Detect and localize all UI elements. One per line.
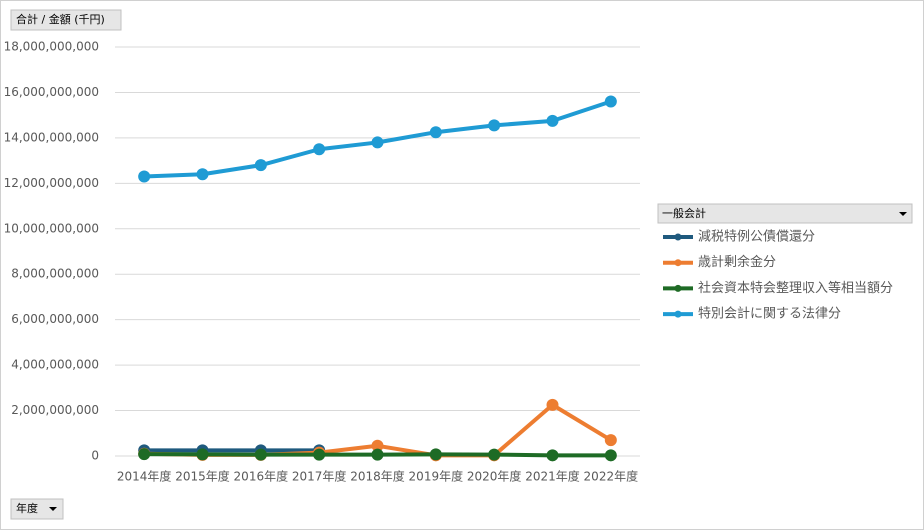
data-point — [604, 95, 617, 108]
data-point — [196, 448, 209, 461]
legend-marker — [674, 310, 682, 318]
data-point — [254, 159, 267, 172]
data-point — [254, 448, 267, 461]
data-point — [546, 114, 559, 127]
legend-field-button[interactable]: 一般会計 — [657, 203, 913, 224]
data-point — [546, 398, 559, 411]
button-label: 合計 / 金額 (千円) — [16, 12, 105, 26]
legend-label: 社会資本特会整理収入等相当額分 — [698, 280, 893, 296]
y-tick-label: 4,000,000,000 — [11, 358, 99, 372]
y-tick-label: 18,000,000,000 — [4, 40, 99, 54]
data-point — [138, 170, 151, 183]
x-tick-label: 2021年度 — [525, 469, 580, 484]
data-point — [138, 448, 151, 461]
y-tick-label: 8,000,000,000 — [11, 267, 99, 281]
x-tick-label: 2022年度 — [584, 469, 639, 484]
data-point — [371, 136, 384, 149]
y-tick-label: 6,000,000,000 — [11, 312, 99, 326]
data-point — [546, 449, 559, 462]
legend-label: 歳計剰余金分 — [698, 254, 776, 270]
y-tick-label: 12,000,000,000 — [4, 176, 99, 190]
legend-marker — [674, 233, 682, 241]
dropdown-arrow — [49, 507, 57, 511]
series — [138, 448, 617, 462]
x-tick-label: 2020年度 — [467, 469, 522, 484]
legend-label: 減税特例公債償還分 — [698, 229, 815, 245]
button-label: 一般会計 — [662, 206, 706, 220]
data-point — [488, 119, 501, 132]
data-point — [313, 143, 326, 156]
series — [138, 95, 617, 183]
button-background — [657, 203, 913, 224]
y-tick-label: 2,000,000,000 — [11, 403, 99, 417]
dropdown-arrow — [899, 212, 907, 216]
value-field-button[interactable]: 合計 / 金額 (千円) — [10, 9, 122, 31]
x-tick-label: 2015年度 — [175, 469, 230, 484]
legend-label: 特別会計に関する法律分 — [698, 306, 841, 322]
axis-field-button[interactable]: 年度 — [10, 498, 64, 520]
data-point — [371, 448, 384, 461]
y-tick-label: 0 — [91, 449, 99, 463]
data-point — [604, 449, 617, 462]
button-background — [10, 498, 64, 520]
data-point — [371, 439, 384, 452]
x-tick-label: 2019年度 — [409, 469, 464, 484]
legend-marker — [674, 259, 682, 267]
x-tick-label: 2014年度 — [117, 469, 172, 484]
data-point — [429, 448, 442, 461]
button-label: 年度 — [16, 501, 38, 515]
x-tick-label: 2018年度 — [350, 469, 405, 484]
data-point — [313, 448, 326, 461]
x-tick-label: 2017年度 — [292, 469, 347, 484]
x-tick-label: 2016年度 — [234, 469, 289, 484]
legend-marker — [674, 284, 682, 292]
y-tick-label: 16,000,000,000 — [4, 85, 99, 99]
data-point — [604, 434, 617, 447]
data-point — [488, 448, 501, 461]
data-point — [429, 126, 442, 139]
button-background — [10, 9, 122, 31]
data-point — [196, 168, 209, 181]
y-tick-label: 14,000,000,000 — [4, 130, 99, 144]
y-tick-label: 10,000,000,000 — [4, 221, 99, 235]
